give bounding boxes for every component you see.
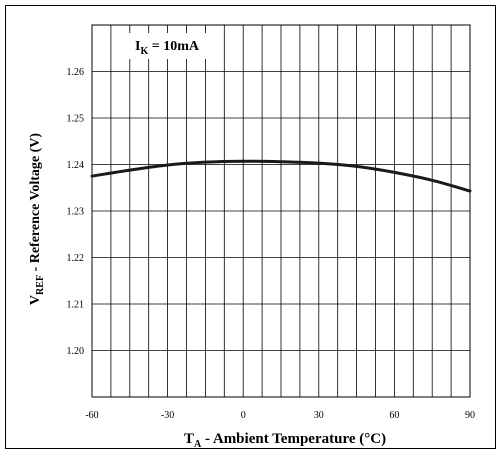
grid [92,25,470,397]
tick-labels: -60 -30 0 30 60 90 1.20 1.21 1.22 1.23 1.24 1.25 1.2… [67,67,476,421]
chart-frame [5,5,496,449]
data-layer [90,159,472,193]
annotation: IK = 10mA [112,33,212,59]
x-tick-label: 30 [314,410,324,421]
y-axis-label-subscript: REF [35,275,46,295]
x-axis-label-subscript: A [194,439,202,450]
x-tick-label: -30 [161,410,174,421]
y-tick-label: 1.26 [67,67,85,78]
y-tick-label: 1.25 [67,114,85,125]
y-tick-label: 1.23 [67,207,85,218]
annotation-text: IK = 10mA [135,39,200,57]
annotation-symbol: I [135,39,140,54]
y-axis-label-rest: - Reference Voltage (V) [28,133,43,275]
y-tick-label: 1.24 [67,160,85,171]
x-tick-label: -60 [85,410,98,421]
annotation-background [112,33,212,59]
series-line [90,159,472,193]
y-tick-label: 1.21 [67,300,85,311]
annotation-rest: = 10mA [148,39,200,54]
x-axis-label-prefix: T [184,431,194,447]
y-axis-label-prefix: V [28,295,43,305]
annotation-subscript: K [140,46,148,57]
x-axis-label: TA - Ambient Temperature (°C) [184,431,386,450]
y-tick-label: 1.20 [67,346,85,357]
x-tick-label: 60 [389,410,399,421]
x-axis-label-rest: - Ambient Temperature (°C) [201,431,386,447]
plot-area [91,24,471,398]
x-tick-label: 90 [465,410,475,421]
y-axis-label: VREF - Reference Voltage (V) [28,133,46,305]
x-tick-label: 0 [241,410,246,421]
y-tick-label: 1.22 [67,253,85,264]
